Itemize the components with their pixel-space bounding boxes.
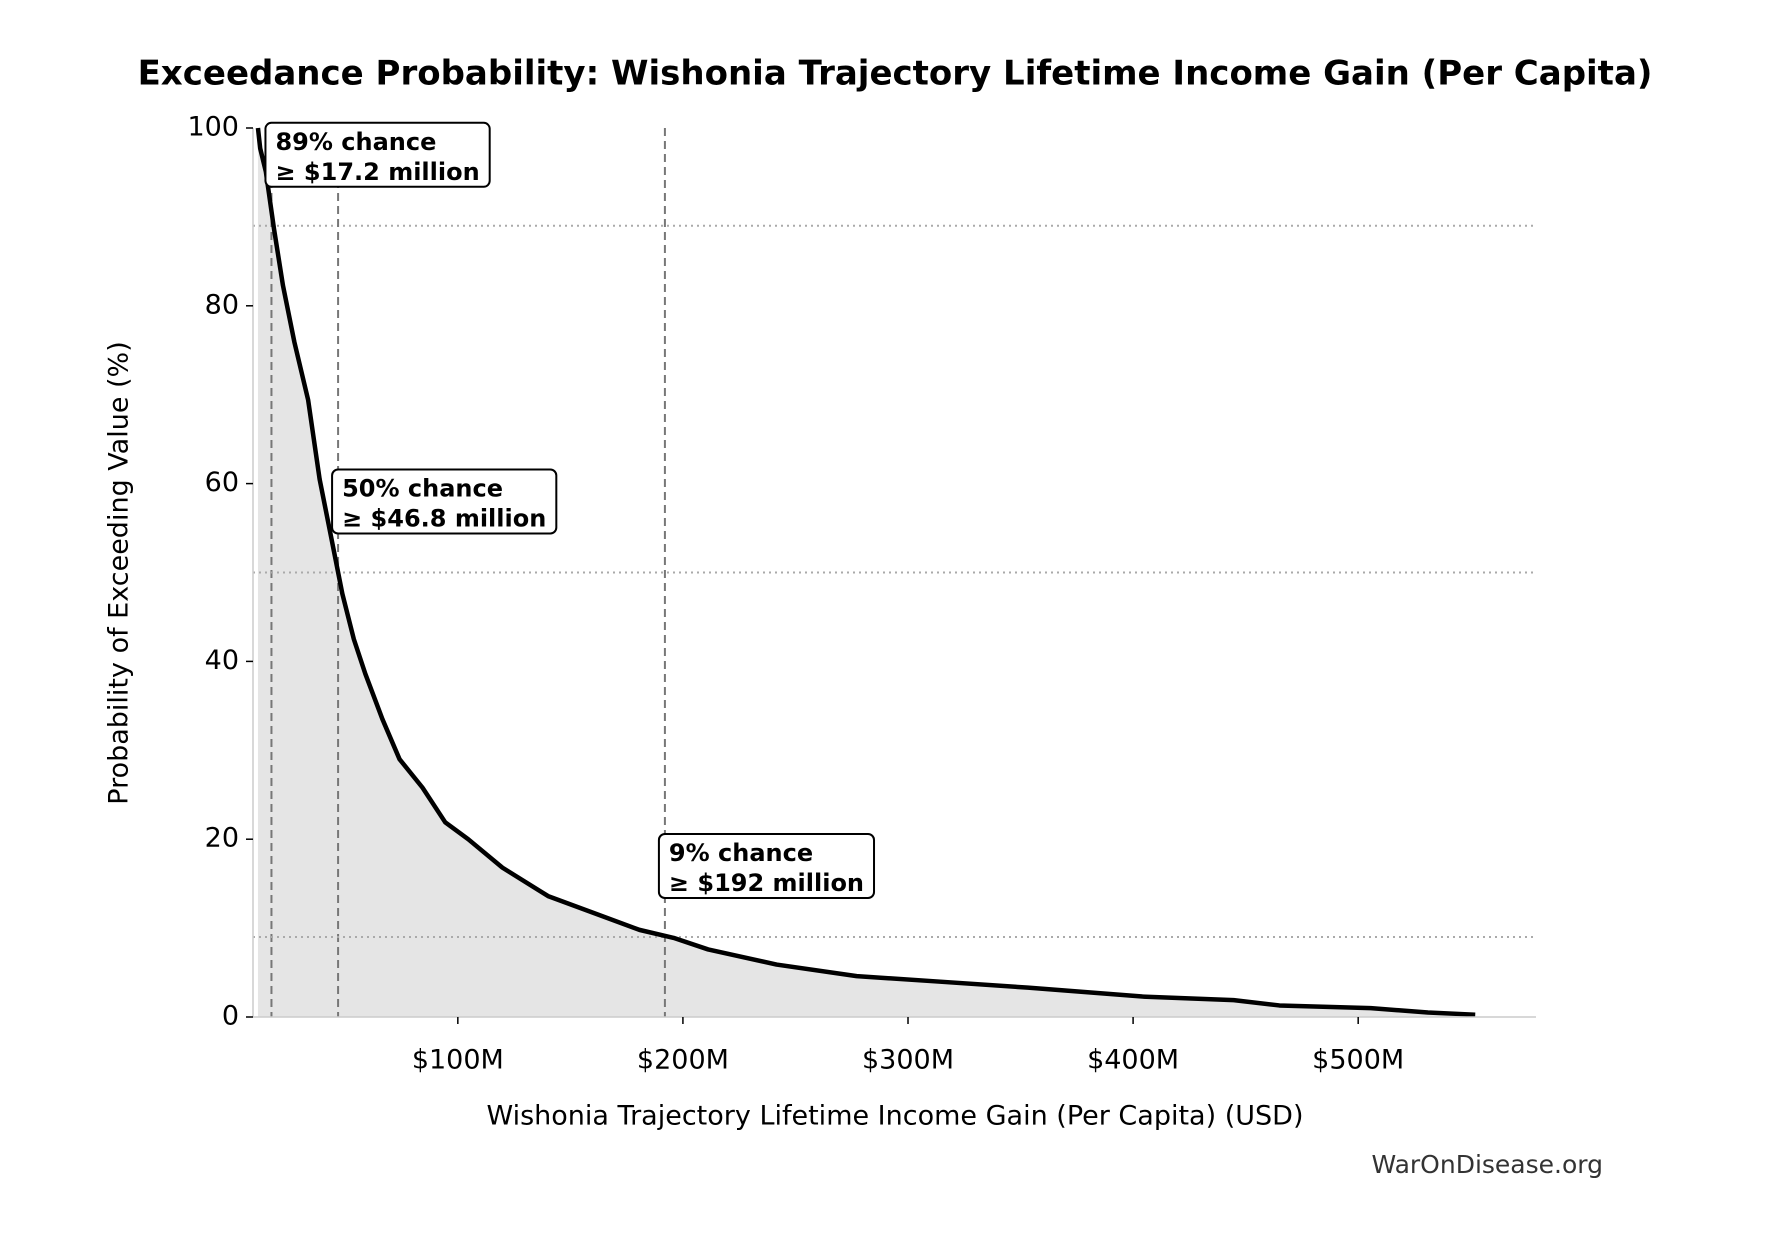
annotation: 50% chance≥ $46.8 million [331,468,558,535]
y-tick-label: 40 [205,645,239,676]
y-tick-label: 80 [205,289,239,320]
line [255,127,1476,1017]
y-axis-label: Probability of Exceeding Value (%) [104,341,135,804]
annotation: 9% chance≥ $192 million [657,832,876,899]
annotation-box [657,832,876,899]
annotation-text: ≥ $17.2 million [275,158,479,186]
x-tick-label: $200M [637,1045,729,1076]
annotation-box [264,121,491,188]
x-axis-label: Wishonia Trajectory Lifetime Income Gain… [487,1101,1304,1132]
x-tick-label: $300M [862,1045,954,1076]
y-tick-label: 100 [187,112,239,143]
y-tick-label: 0 [222,1001,239,1032]
annotation-text: 50% chance [342,475,503,503]
area-fill [257,128,1476,1017]
source: WarOnDisease.org [1371,1150,1603,1179]
annotation: 89% chance≥ $17.2 million [264,121,491,188]
annotation-text: 89% chance [275,128,436,156]
annotation-box [331,468,558,535]
annotation-text: ≥ $192 million [669,869,864,897]
x-tick-label: $500M [1312,1045,1404,1076]
y-tick-label: 20 [205,823,239,854]
x-tick-label: $100M [412,1045,504,1076]
x-tick-label: $400M [1087,1045,1179,1076]
y-tick-label: 60 [205,467,239,498]
chart-title: Exceedance Probability: Wishonia Traject… [138,54,1653,94]
annotation-text: ≥ $46.8 million [342,505,546,533]
annotation-text: 9% chance [669,839,813,867]
